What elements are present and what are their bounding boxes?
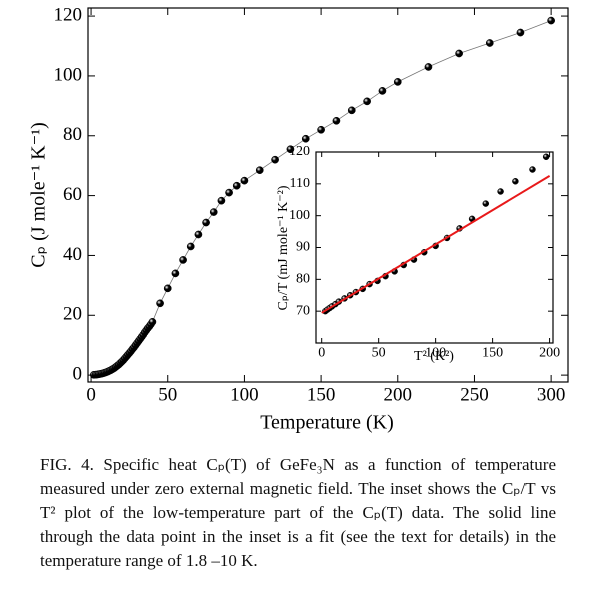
y-tick-label: 100 (54, 64, 83, 85)
y-tick-label: 0 (73, 363, 83, 384)
y-tick-label: 110 (290, 176, 310, 191)
data-point (194, 230, 203, 239)
x-axis-label: T² (K²) (414, 349, 454, 364)
x-tick-label: 200 (539, 346, 560, 361)
data-point (512, 178, 519, 185)
x-tick-label: 150 (307, 385, 336, 406)
y-tick-label: 120 (54, 4, 83, 25)
data-point (225, 188, 233, 197)
data-point (156, 299, 164, 308)
data-point (186, 242, 195, 251)
figure: 0 50 100 150 200 250 300 0 20 40 60 80 100 120 Tempera… (28, 4, 569, 434)
y-tick-label: 20 (63, 304, 82, 325)
data-point (163, 284, 172, 293)
y-tick-label: 40 (63, 244, 82, 265)
data-point (393, 78, 402, 86)
data-point (209, 208, 218, 216)
y-tick-label: 70 (296, 303, 310, 318)
data-point (485, 39, 494, 47)
data-point (179, 256, 187, 264)
data-point (497, 188, 504, 195)
x-tick-label: 100 (230, 385, 259, 406)
y-tick-label: 120 (289, 144, 310, 159)
data-point (482, 200, 490, 207)
data-point (547, 16, 555, 25)
data-point (255, 166, 264, 175)
data-point (347, 106, 356, 115)
data-point (332, 116, 341, 125)
x-tick-label: 300 (537, 385, 566, 406)
data-point (301, 134, 310, 143)
data-point (286, 145, 295, 154)
y-tick-label: 90 (296, 240, 310, 255)
data-point (378, 87, 387, 95)
y-tick-label: 60 (63, 184, 82, 205)
data-point (455, 49, 463, 58)
caption: FIG. 4. Specific heat Cₚ(T) of GeFe₃N as… (40, 455, 556, 570)
x-tick-label: 0 (318, 346, 325, 361)
data-point (202, 218, 210, 227)
data-point (217, 196, 226, 205)
data-point (542, 153, 550, 161)
x-tick-label: 200 (384, 385, 413, 406)
data-point (317, 125, 325, 134)
data-point (240, 176, 249, 185)
data-point (529, 166, 536, 173)
data-point (424, 63, 433, 71)
plot-frame (87, 7, 569, 383)
data-point (232, 181, 241, 190)
y-tick-label: 80 (63, 124, 82, 145)
y-axis-label: Cₚ (J mole⁻¹ K⁻¹) (28, 122, 50, 268)
x-axis-label: Temperature (K) (260, 412, 394, 434)
x-tick-label: 100 (425, 346, 446, 361)
data-point (363, 97, 371, 106)
data-point (148, 318, 157, 326)
y-tick-label: 80 (296, 272, 310, 287)
x-tick-label: 0 (86, 385, 96, 406)
x-tick-label: 250 (460, 385, 489, 406)
data-point (171, 269, 180, 278)
y-axis-label: Cₚ/T (mJ mole⁻¹ K⁻²) (276, 185, 291, 310)
y-tick-label: 100 (289, 208, 310, 223)
x-tick-label: 50 (372, 346, 386, 361)
plot-frame (315, 151, 554, 344)
data-point (516, 28, 525, 37)
data-point (271, 155, 279, 164)
x-tick-label: 50 (158, 385, 177, 406)
data-line (321, 175, 551, 314)
x-tick-label: 150 (482, 346, 503, 361)
